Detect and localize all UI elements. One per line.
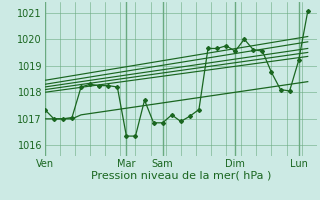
X-axis label: Pression niveau de la mer( hPa ): Pression niveau de la mer( hPa )	[91, 170, 271, 180]
